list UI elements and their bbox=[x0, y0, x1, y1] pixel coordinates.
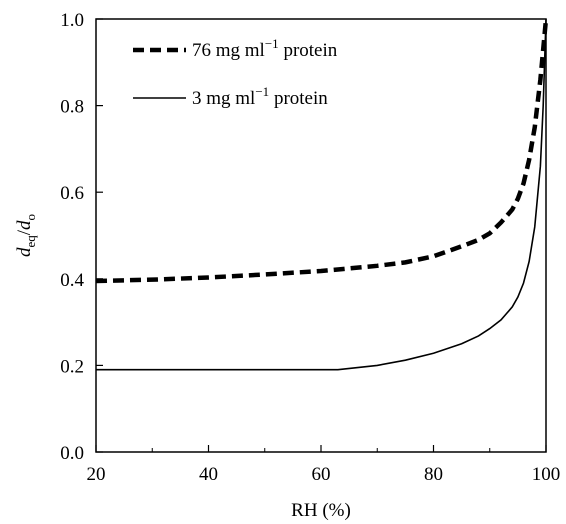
y-label-sub2: o bbox=[23, 214, 38, 221]
legend-label: 76 mg ml−1 protein bbox=[192, 36, 338, 61]
y-axis-label: deq/do bbox=[14, 214, 38, 257]
axes: 20 40 60 80 100 0.0 0.2 0.4 0.6 0.8 1.0 bbox=[60, 10, 560, 485]
y-tick-label: 0.8 bbox=[60, 97, 84, 118]
x-tick-label: 40 bbox=[199, 464, 218, 485]
plot-frame bbox=[95, 18, 547, 453]
y-tick-label: 0.6 bbox=[60, 183, 84, 204]
y-tick-label: 1.0 bbox=[60, 10, 84, 31]
y-tick-label: 0.2 bbox=[60, 356, 84, 377]
x-tick-label: 80 bbox=[424, 464, 443, 485]
legend-label: 3 mg ml−1 protein bbox=[192, 84, 328, 109]
x-tick-label: 100 bbox=[532, 464, 561, 485]
series-line-3mg bbox=[96, 18, 547, 371]
x-tick-label: 20 bbox=[87, 464, 106, 485]
series-line-76mg bbox=[95, 18, 549, 284]
legend: 76 mg ml−1 protein 3 mg ml−1 protein bbox=[133, 36, 338, 109]
series-layer bbox=[95, 18, 549, 371]
x-tick-label: 60 bbox=[312, 464, 331, 485]
y-label-sep: / bbox=[14, 229, 35, 235]
y-tick-label: 0.0 bbox=[60, 443, 84, 464]
y-label-sub1: eq bbox=[23, 235, 38, 248]
y-tick-label: 0.4 bbox=[60, 270, 84, 291]
y-label-main-2: d bbox=[14, 220, 35, 230]
x-axis-label: RH (%) bbox=[291, 500, 351, 521]
y-label-main: d bbox=[14, 247, 35, 257]
